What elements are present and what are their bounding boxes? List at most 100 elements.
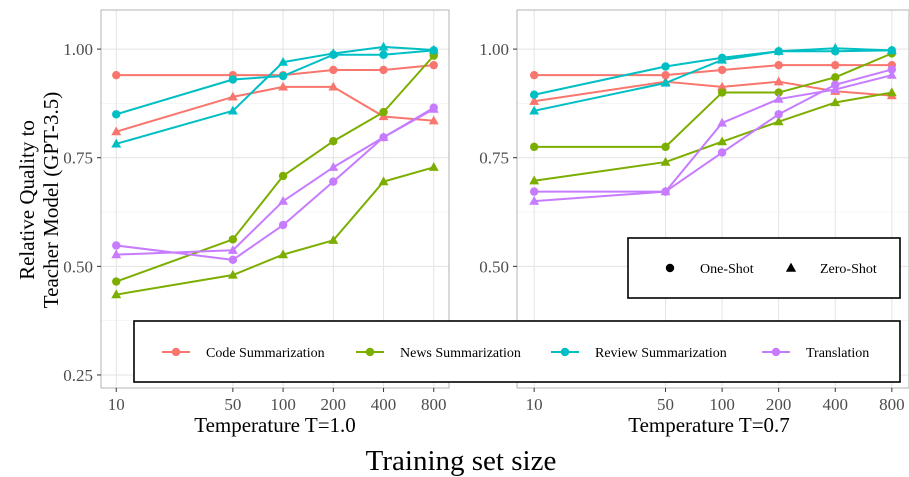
data-point — [111, 249, 122, 259]
data-point — [379, 107, 388, 117]
data-point — [112, 110, 121, 119]
series-translation-zero-shot — [529, 69, 897, 205]
y-tick-label: 0.50 — [63, 257, 93, 276]
data-point — [112, 277, 121, 286]
y-tick-label: 0.50 — [479, 257, 509, 276]
data-point — [830, 43, 841, 52]
data-point — [228, 235, 238, 244]
data-point — [830, 97, 841, 107]
x-tick-label: 10 — [108, 395, 125, 414]
data-point — [111, 289, 122, 299]
data-point — [529, 142, 539, 152]
data-point — [329, 137, 338, 146]
shape-legend: One-Shot Zero-Shot — [627, 237, 901, 299]
y-tick-label: 0.75 — [479, 149, 509, 168]
series-line — [534, 91, 893, 182]
legend-key-triangle — [785, 262, 797, 272]
data-point — [774, 60, 783, 70]
data-point — [717, 117, 728, 127]
color-legend: Code Summarization News Summarization Revi… — [133, 320, 901, 383]
series-code-summarization-zero-shot — [111, 81, 439, 136]
x-tick-label: 200 — [321, 395, 347, 414]
series-line — [533, 47, 892, 112]
y-tick-label: 0.25 — [63, 366, 93, 385]
panel-border — [516, 9, 909, 389]
series-translation-one-shot — [112, 103, 438, 265]
data-point — [773, 93, 784, 103]
color-legend-label: News Summarization — [400, 346, 521, 361]
series-line — [534, 74, 893, 203]
series-line — [115, 45, 434, 145]
data-point — [717, 54, 728, 64]
y-axis-label-line2: Teacher Model (GPT-3.5) — [39, 92, 63, 308]
data-point — [378, 132, 389, 141]
data-point — [328, 235, 339, 244]
data-point — [111, 138, 122, 148]
data-point — [278, 81, 289, 91]
data-point — [717, 65, 727, 75]
data-point — [529, 90, 539, 99]
data-point — [428, 103, 439, 113]
series-news-summarization-zero-shot — [111, 162, 439, 299]
data-point — [887, 65, 897, 74]
series-news-summarization-zero-shot — [529, 87, 897, 185]
data-point — [227, 105, 238, 115]
series-line — [116, 108, 435, 256]
data-point — [227, 245, 238, 254]
data-point — [329, 177, 338, 186]
series-news-summarization-one-shot — [112, 51, 438, 286]
data-point — [774, 110, 783, 119]
x-axis-label: Training set size — [366, 445, 557, 477]
shape-legend-label: One-Shot — [700, 262, 754, 277]
x-tick-label: 200 — [766, 395, 792, 414]
data-point — [278, 171, 288, 181]
series-line — [534, 52, 893, 148]
panel-border — [100, 9, 450, 389]
data-point — [228, 255, 238, 265]
data-point — [830, 84, 841, 94]
data-point — [831, 73, 840, 82]
series-review-summarization-zero-shot — [111, 41, 439, 148]
data-point — [660, 77, 671, 87]
data-point — [328, 162, 339, 171]
series-line — [534, 64, 892, 77]
data-point — [717, 81, 728, 91]
data-point — [429, 60, 438, 70]
series-line — [116, 166, 435, 296]
data-point — [529, 96, 540, 105]
data-point — [228, 75, 238, 84]
data-point — [278, 249, 289, 259]
series-line — [534, 68, 893, 193]
series-line — [115, 54, 435, 283]
data-point — [379, 65, 388, 75]
data-point — [717, 88, 727, 97]
series-translation-zero-shot — [111, 103, 439, 259]
data-point — [111, 126, 122, 136]
series-line — [115, 85, 434, 133]
x-tick-label: 800 — [879, 395, 905, 414]
data-point — [886, 87, 897, 97]
color-legend-label: Review Summarization — [595, 346, 727, 361]
x-tick-label: 800 — [421, 395, 447, 414]
data-point — [529, 187, 539, 196]
series-line — [115, 49, 434, 116]
data-point — [717, 148, 727, 157]
data-point — [774, 88, 783, 97]
legend-key-point — [171, 347, 181, 357]
data-point — [661, 142, 670, 152]
data-point — [278, 56, 289, 66]
y-axis-label-line1: Relative Quality to — [15, 120, 39, 280]
data-point — [660, 186, 671, 196]
data-point — [379, 50, 388, 59]
data-point — [773, 46, 784, 55]
x-tick-label: 100 — [709, 395, 735, 414]
data-point — [329, 65, 338, 75]
y-tick-label: 1.00 — [479, 40, 509, 59]
color-legend-label: Code Summarization — [206, 346, 325, 361]
panel-title: Temperature T=1.0 — [194, 413, 356, 437]
series-code-summarization-one-shot — [529, 60, 897, 80]
data-point — [773, 116, 784, 126]
data-point — [112, 70, 121, 80]
data-point — [378, 41, 389, 51]
series-line — [116, 64, 434, 77]
